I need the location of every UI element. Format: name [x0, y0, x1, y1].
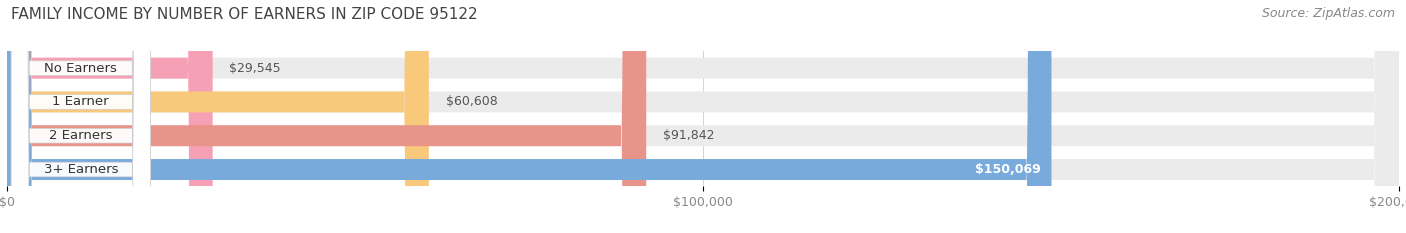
Text: Source: ZipAtlas.com: Source: ZipAtlas.com: [1261, 7, 1395, 20]
FancyBboxPatch shape: [11, 0, 150, 233]
Text: $60,608: $60,608: [446, 96, 498, 108]
FancyBboxPatch shape: [11, 0, 150, 233]
FancyBboxPatch shape: [7, 0, 1399, 233]
FancyBboxPatch shape: [11, 0, 150, 233]
Text: 3+ Earners: 3+ Earners: [44, 163, 118, 176]
Text: No Earners: No Earners: [45, 62, 117, 75]
Text: $29,545: $29,545: [229, 62, 281, 75]
FancyBboxPatch shape: [7, 0, 647, 233]
FancyBboxPatch shape: [7, 0, 1399, 233]
Text: 2 Earners: 2 Earners: [49, 129, 112, 142]
FancyBboxPatch shape: [7, 0, 429, 233]
Text: $91,842: $91,842: [662, 129, 714, 142]
Text: FAMILY INCOME BY NUMBER OF EARNERS IN ZIP CODE 95122: FAMILY INCOME BY NUMBER OF EARNERS IN ZI…: [11, 7, 478, 22]
FancyBboxPatch shape: [7, 0, 1052, 233]
Text: 1 Earner: 1 Earner: [52, 96, 110, 108]
FancyBboxPatch shape: [7, 0, 212, 233]
FancyBboxPatch shape: [7, 0, 1399, 233]
Text: $150,069: $150,069: [974, 163, 1040, 176]
FancyBboxPatch shape: [7, 0, 1399, 233]
FancyBboxPatch shape: [11, 0, 150, 233]
